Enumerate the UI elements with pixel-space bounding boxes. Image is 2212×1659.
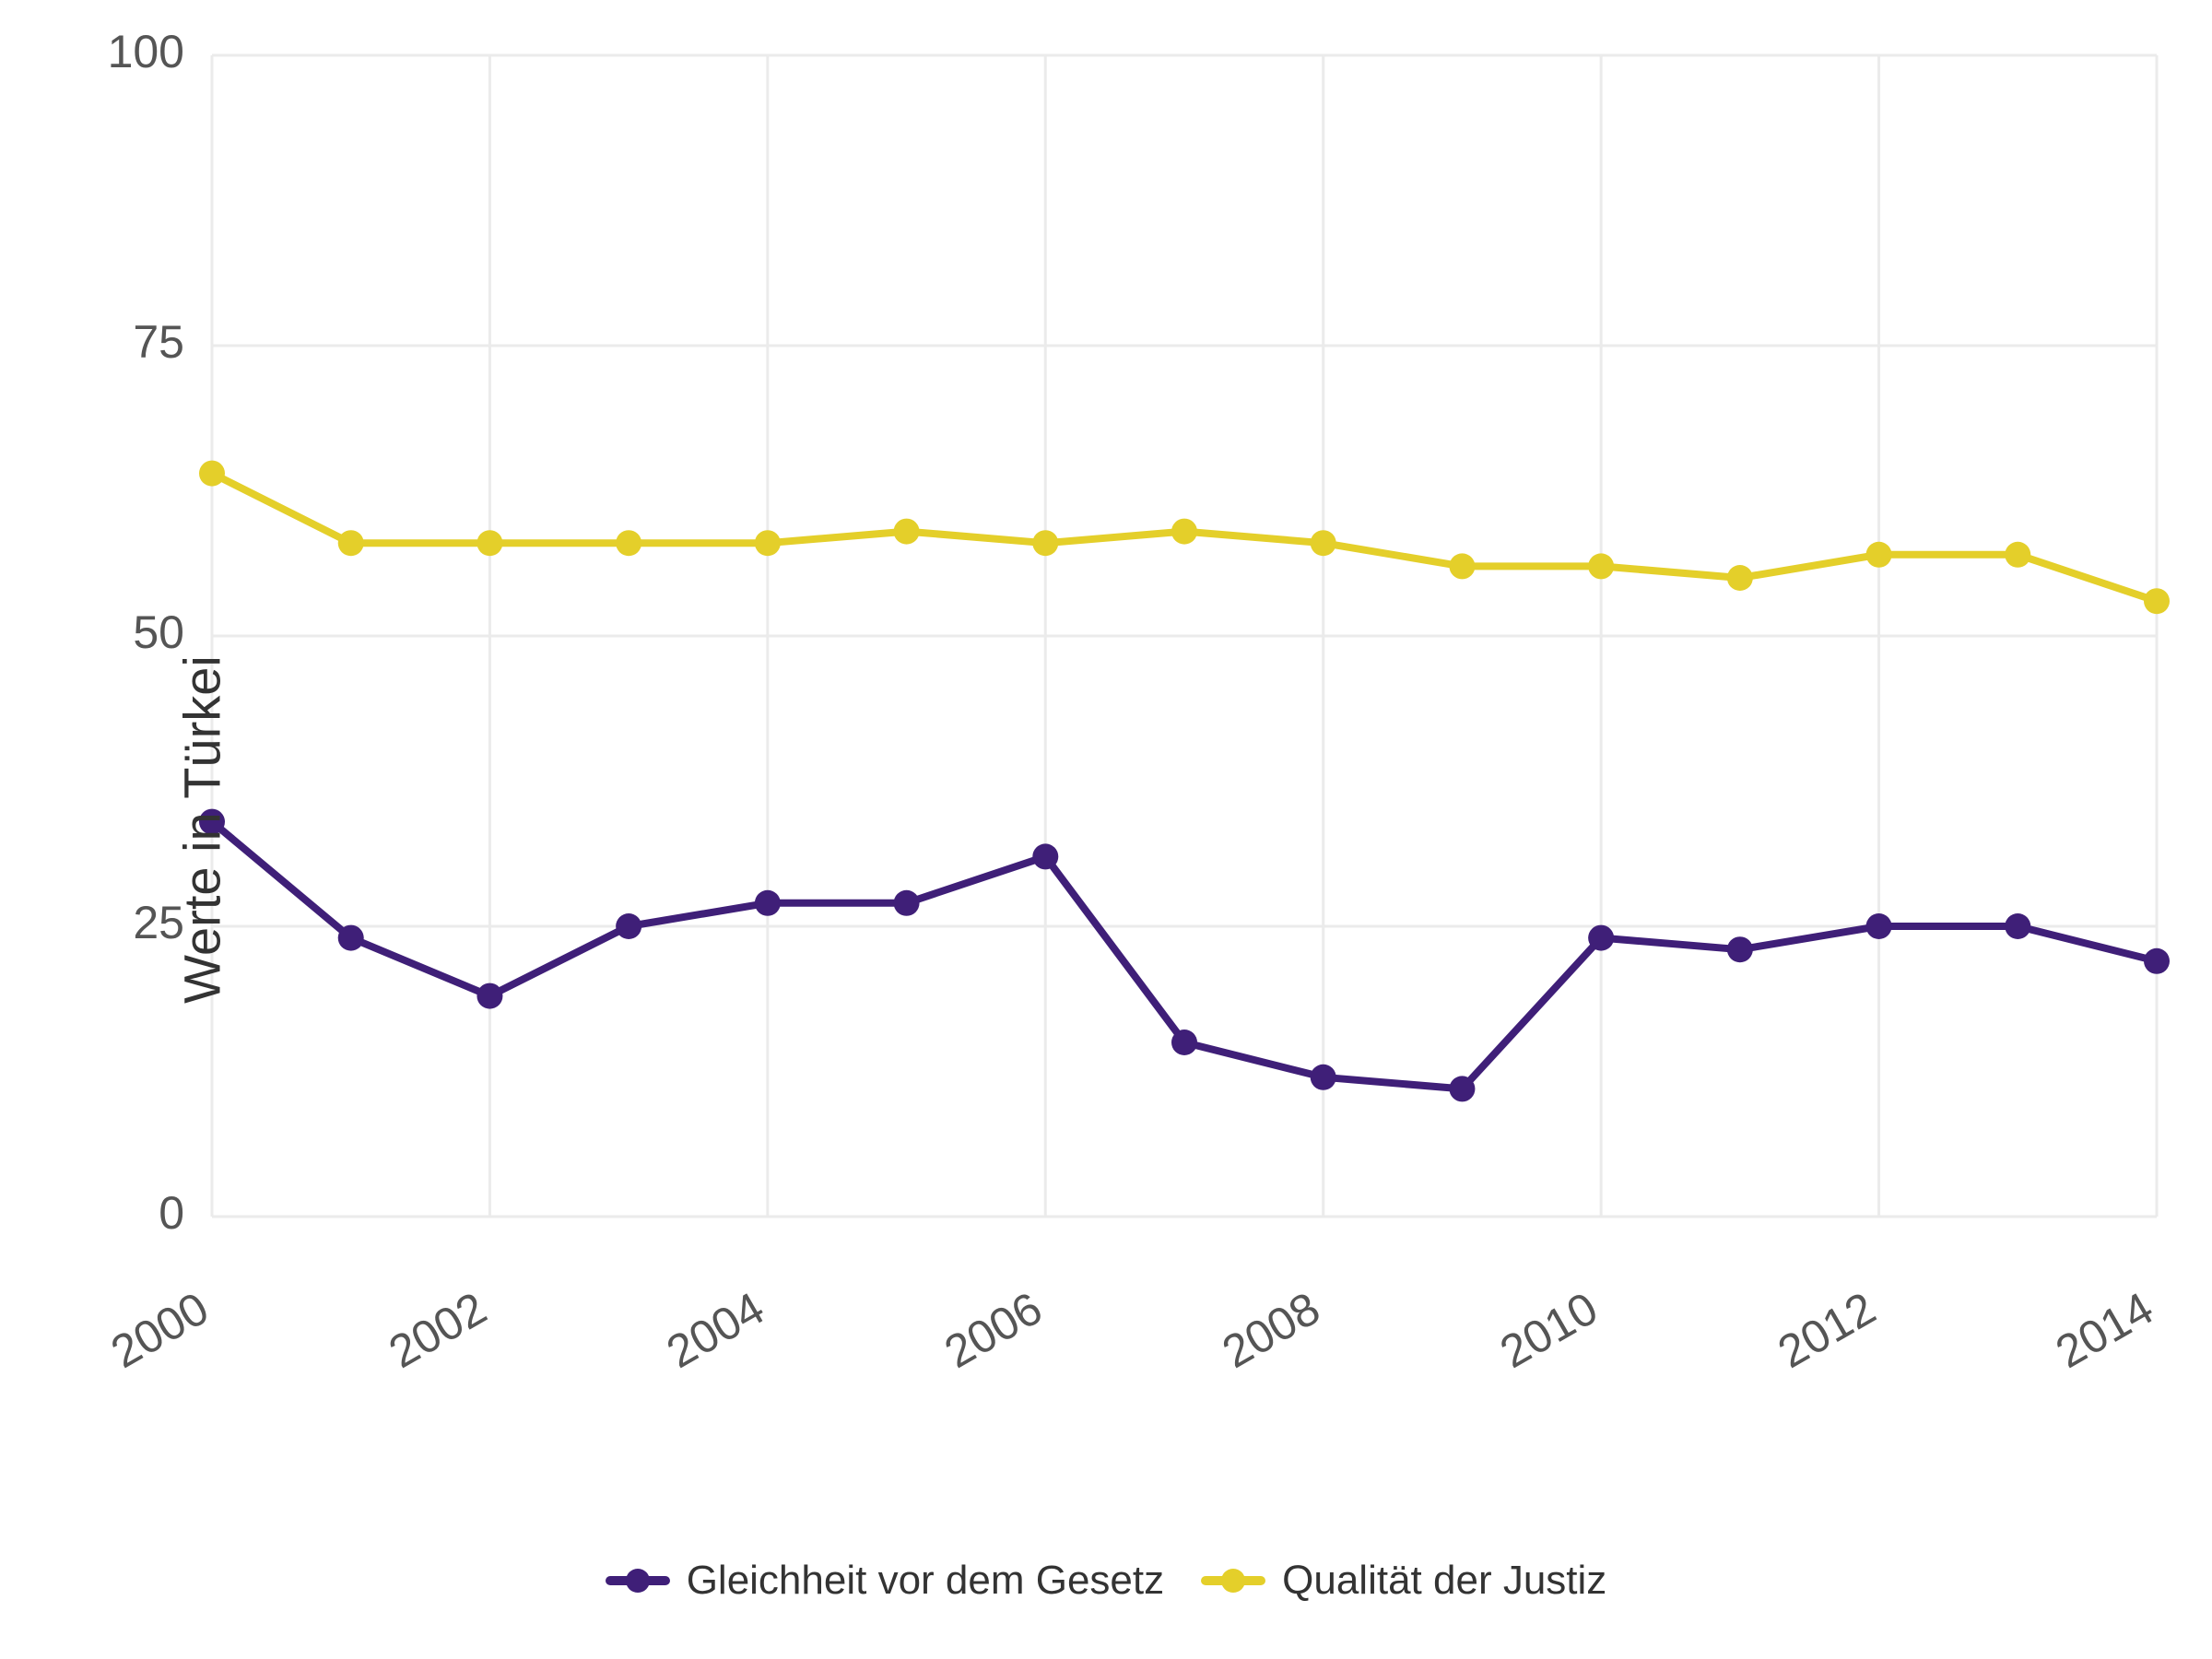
legend-label-0: Gleichheit vor dem Gesetz <box>687 1558 1164 1604</box>
svg-text:2000: 2000 <box>102 1282 217 1378</box>
svg-text:2010: 2010 <box>1491 1282 1606 1378</box>
svg-text:75: 75 <box>133 316 184 368</box>
svg-text:100: 100 <box>108 26 184 77</box>
svg-text:2012: 2012 <box>1770 1282 1884 1378</box>
legend-item-0: Gleichheit vor dem Gesetz <box>606 1558 1164 1604</box>
legend-label-1: Qualität der Justiz <box>1282 1558 1606 1604</box>
chart-container: Werte in Türkei 025507510020002002200420… <box>0 0 2212 1659</box>
svg-text:2008: 2008 <box>1214 1282 1328 1378</box>
svg-text:2004: 2004 <box>658 1282 772 1378</box>
line-chart: 0255075100200020022004200620082010201220… <box>0 0 2212 1659</box>
svg-text:50: 50 <box>133 606 184 658</box>
svg-text:2002: 2002 <box>381 1282 495 1378</box>
svg-text:2014: 2014 <box>2047 1282 2161 1378</box>
legend-item-1: Qualität der Justiz <box>1201 1558 1606 1604</box>
legend-swatch-0 <box>606 1576 670 1585</box>
legend: Gleichheit vor dem Gesetz Qualität der J… <box>0 1558 2212 1604</box>
legend-swatch-1 <box>1201 1576 1265 1585</box>
y-axis-label: Werte in Türkei <box>171 655 231 1004</box>
svg-text:0: 0 <box>159 1187 184 1239</box>
svg-text:2006: 2006 <box>935 1282 1050 1378</box>
